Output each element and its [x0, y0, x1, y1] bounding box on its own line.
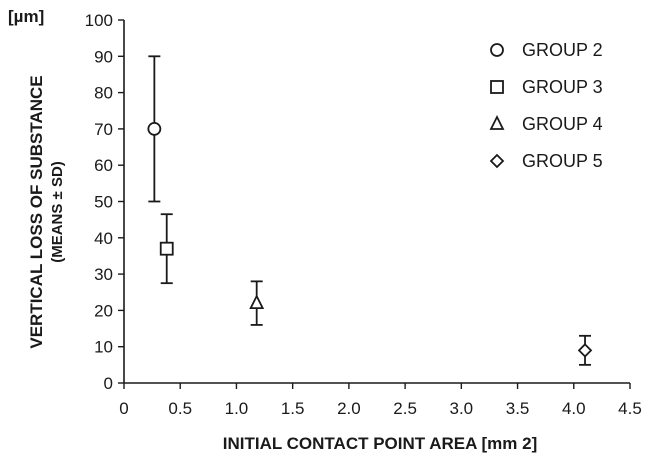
data-points	[147, 121, 593, 358]
legend-marker-diamond	[489, 153, 505, 169]
y-ticks: 0 10 20 30 40 50 60 70 80 90 100	[85, 11, 124, 393]
legend-label: GROUP 2	[522, 40, 603, 60]
data-point-triangle	[249, 294, 265, 310]
y-tick-label: 10	[94, 338, 113, 357]
x-tick-label: 3.5	[506, 399, 530, 418]
data-point-circle	[147, 121, 162, 136]
y-tick-label: 40	[94, 229, 113, 248]
y-axis-subtitle: (MEANS ± SD)	[49, 161, 66, 263]
legend-label: GROUP 3	[522, 77, 603, 97]
legend-marker-triangle	[489, 114, 505, 130]
x-tick-label: 2.5	[393, 399, 417, 418]
y-axis-title: VERTICAL LOSS OF SUBSTANCE	[27, 75, 46, 348]
x-ticks: 0 0.5 1.0 1.5 2.0 2.5 3.0 3.5 4.0 4.5	[119, 383, 642, 418]
x-tick-label: 0.5	[168, 399, 192, 418]
legend-label: GROUP 4	[522, 114, 603, 134]
x-axis-title: INITIAL CONTACT POINT AREA [mm 2]	[223, 434, 538, 453]
y-tick-label: 60	[94, 156, 113, 175]
y-tick-label: 0	[104, 374, 113, 393]
legend-marker-square	[490, 80, 504, 94]
x-tick-label: 3.0	[450, 399, 474, 418]
x-tick-label: 0	[119, 399, 128, 418]
x-tick-label: 4.5	[618, 399, 642, 418]
axes	[123, 20, 630, 384]
y-tick-label: 100	[85, 11, 113, 30]
x-tick-label: 4.0	[562, 399, 586, 418]
y-tick-label: 50	[94, 193, 113, 212]
legend-marker-circle	[490, 43, 504, 57]
data-point-square	[159, 241, 174, 256]
x-tick-label: 1.5	[281, 399, 305, 418]
y-tick-label: 90	[94, 47, 113, 66]
error-bars	[148, 55, 592, 366]
legend-label: GROUP 5	[522, 151, 603, 171]
legend: GROUP 2 GROUP 3 GROUP 4 GROUP 5	[489, 40, 603, 171]
x-tick-label: 2.0	[337, 399, 361, 418]
data-point-diamond	[577, 343, 593, 358]
y-unit-label: [µm]	[8, 7, 44, 26]
y-tick-label: 80	[94, 84, 113, 103]
y-tick-label: 20	[94, 301, 113, 320]
y-tick-label: 70	[94, 120, 113, 139]
x-tick-label: 1.0	[225, 399, 249, 418]
y-tick-label: 30	[94, 265, 113, 284]
